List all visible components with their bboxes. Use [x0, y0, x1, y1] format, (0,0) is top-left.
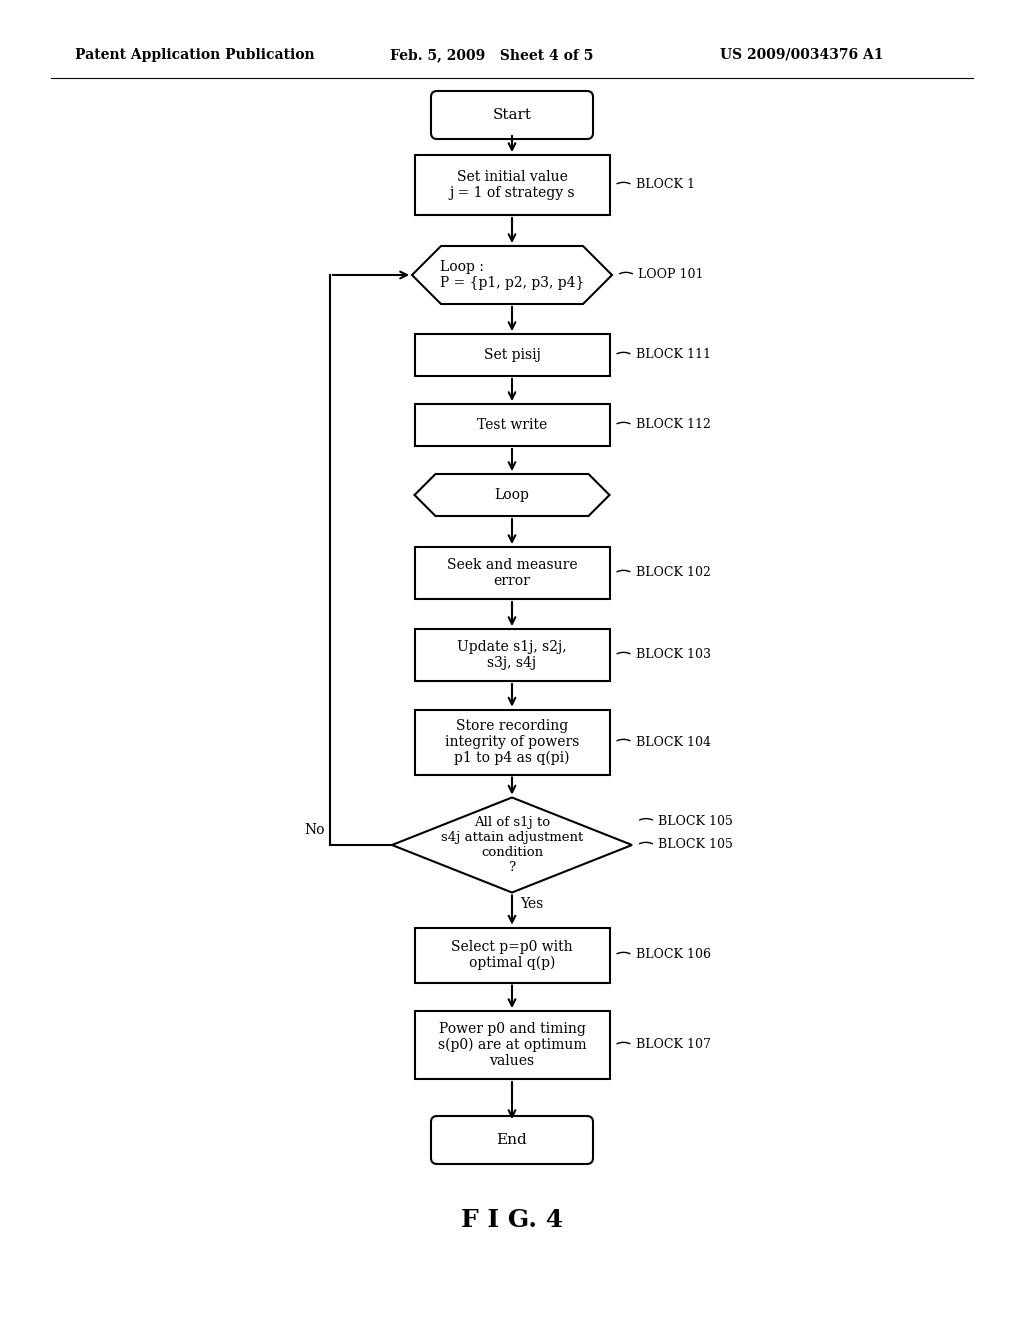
Text: BLOCK 105: BLOCK 105	[658, 838, 733, 851]
Text: BLOCK 111: BLOCK 111	[636, 348, 711, 362]
Text: Loop: Loop	[495, 488, 529, 502]
Text: Test write: Test write	[477, 418, 547, 432]
Text: Start: Start	[493, 108, 531, 121]
Text: Loop :
P = {p1, p2, p3, p4}: Loop : P = {p1, p2, p3, p4}	[440, 260, 584, 290]
Text: BLOCK 105: BLOCK 105	[658, 814, 733, 828]
Text: F I G. 4: F I G. 4	[461, 1208, 563, 1232]
FancyBboxPatch shape	[431, 91, 593, 139]
Polygon shape	[392, 797, 632, 892]
Text: Feb. 5, 2009   Sheet 4 of 5: Feb. 5, 2009 Sheet 4 of 5	[390, 48, 593, 62]
Text: No: No	[304, 822, 325, 837]
Text: Select p=p0 with
optimal q(p): Select p=p0 with optimal q(p)	[452, 940, 572, 970]
Text: Set initial value
j = 1 of strategy s: Set initial value j = 1 of strategy s	[450, 170, 574, 201]
Text: LOOP 101: LOOP 101	[638, 268, 703, 281]
Text: Patent Application Publication: Patent Application Publication	[75, 48, 314, 62]
Text: Power p0 and timing
s(p0) are at optimum
values: Power p0 and timing s(p0) are at optimum…	[437, 1022, 587, 1068]
Text: BLOCK 107: BLOCK 107	[636, 1039, 711, 1052]
Bar	[415, 630, 609, 681]
Text: BLOCK 103: BLOCK 103	[636, 648, 711, 661]
Bar	[415, 710, 609, 775]
FancyBboxPatch shape	[431, 1115, 593, 1164]
Text: BLOCK 102: BLOCK 102	[636, 566, 711, 579]
Bar	[415, 546, 609, 599]
Bar	[415, 928, 609, 982]
Bar	[415, 154, 609, 215]
Text: BLOCK 106: BLOCK 106	[636, 949, 711, 961]
Text: BLOCK 1: BLOCK 1	[636, 178, 694, 191]
Polygon shape	[415, 474, 609, 516]
Text: Seek and measure
error: Seek and measure error	[446, 558, 578, 589]
Text: Set pisij: Set pisij	[483, 348, 541, 362]
Text: End: End	[497, 1133, 527, 1147]
Polygon shape	[412, 246, 612, 304]
Text: All of s1j to
s4j attain adjustment
condition
?: All of s1j to s4j attain adjustment cond…	[441, 816, 583, 874]
Bar	[415, 1011, 609, 1078]
Text: US 2009/0034376 A1: US 2009/0034376 A1	[720, 48, 884, 62]
Text: Yes: Yes	[520, 896, 544, 911]
Text: BLOCK 104: BLOCK 104	[636, 735, 711, 748]
Text: Store recording
integrity of powers
p1 to p4 as q(pi): Store recording integrity of powers p1 t…	[444, 718, 580, 766]
Bar	[415, 334, 609, 376]
Text: Update s1j, s2j,
s3j, s4j: Update s1j, s2j, s3j, s4j	[457, 640, 567, 671]
Text: BLOCK 112: BLOCK 112	[636, 418, 711, 432]
Bar	[415, 404, 609, 446]
